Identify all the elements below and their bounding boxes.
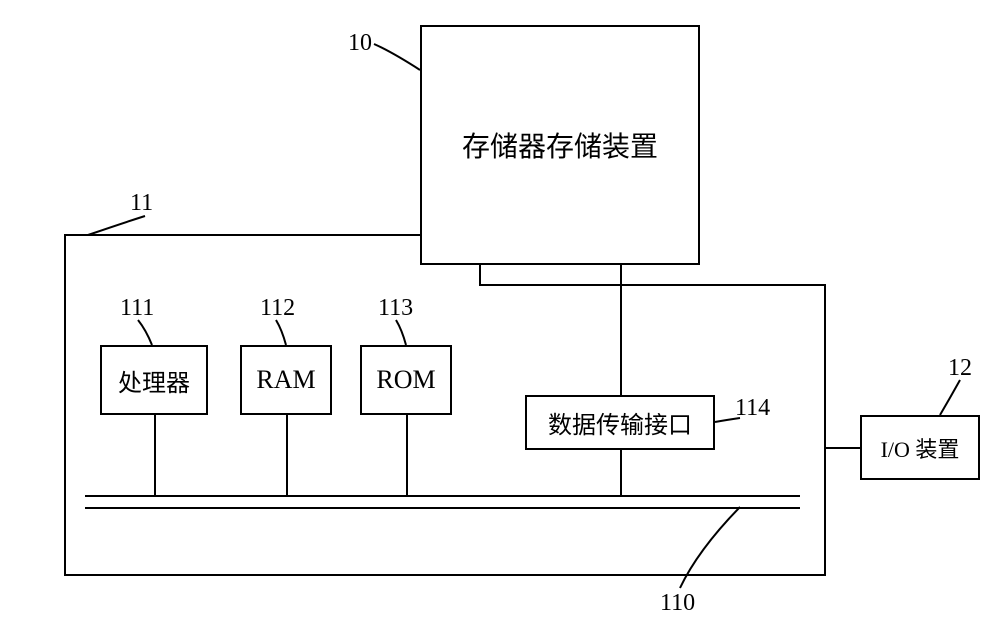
leader-lines xyxy=(0,0,1000,634)
ram-to-bus xyxy=(286,415,288,495)
leader-12 xyxy=(940,380,960,415)
host-to-io xyxy=(825,447,860,449)
dti-to-bus xyxy=(620,450,622,495)
leader-11 xyxy=(88,216,145,235)
leader-112 xyxy=(276,320,286,345)
cpu-to-bus xyxy=(154,415,156,495)
leader-111 xyxy=(138,320,152,345)
leader-113 xyxy=(396,320,406,345)
leader-110 xyxy=(680,507,740,588)
memory-to-dti xyxy=(620,265,622,395)
leader-10 xyxy=(374,44,420,70)
leader-114 xyxy=(715,418,740,422)
rom-to-bus xyxy=(406,415,408,495)
